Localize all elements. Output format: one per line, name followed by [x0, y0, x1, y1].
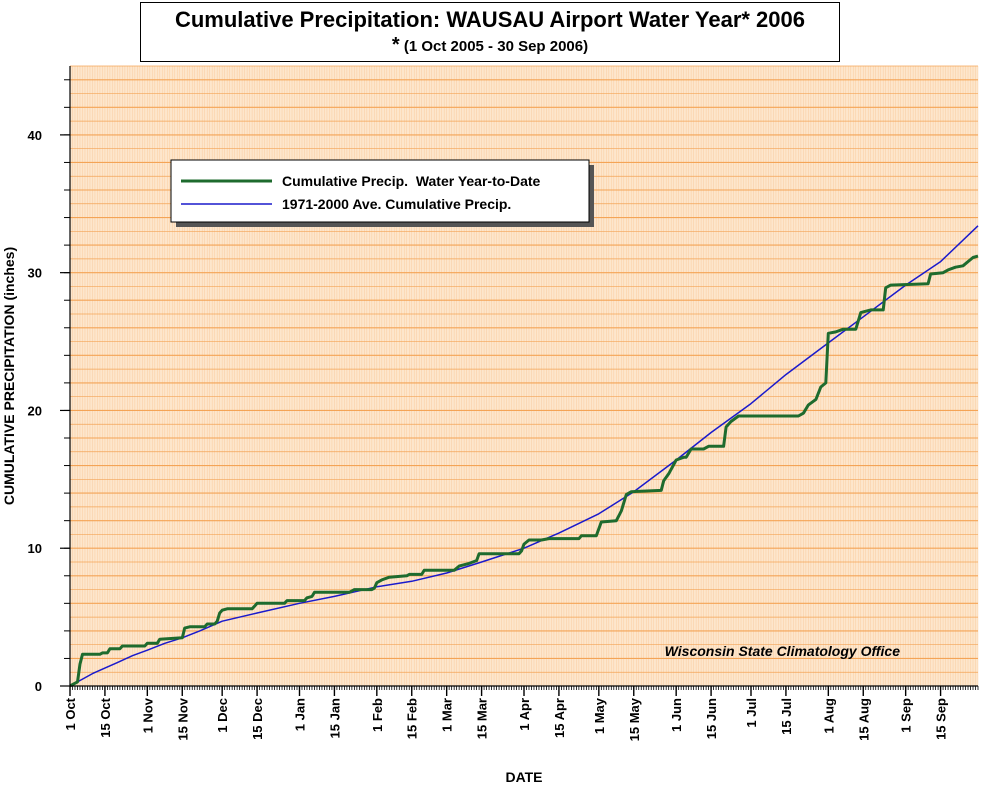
legend-box — [170, 159, 590, 223]
x-tick-label: 1 May — [592, 697, 607, 734]
x-tick-label: 1 Jan — [292, 698, 307, 731]
x-tick-label: 15 Jul — [779, 698, 794, 735]
series-observed-line — [69, 254, 979, 688]
x-tick-label: 15 Apr — [552, 698, 567, 738]
y-tick-label: 20 — [28, 403, 42, 418]
subtitle-text: (1 Oct 2005 - 30 Sep 2006) — [403, 38, 589, 55]
x-tick-label: 15 Aug — [856, 698, 871, 741]
x-tick-label: 1 Feb — [370, 698, 385, 732]
x-tick-label: 1 Mar — [440, 698, 455, 732]
x-tick-label: 15 Sep — [934, 698, 949, 740]
y-tick-label: 40 — [28, 128, 42, 143]
x-axis-title: DATE — [505, 769, 542, 785]
y-tick-label: 0 — [35, 679, 42, 694]
x-tick-label: 15 Jun — [704, 698, 719, 739]
title-box: Cumulative Precipitation: WAUSAU Airport… — [140, 2, 840, 62]
x-tick-label: 15 Nov — [175, 697, 190, 740]
x-tick-label: 15 Oct — [98, 697, 113, 737]
y-tick-label: 10 — [28, 541, 42, 556]
legend: Cumulative Precip. Water Year-to-Date 19… — [170, 159, 594, 227]
x-tick-label: 1 Jun — [669, 698, 684, 732]
x-tick-label: 15 Feb — [405, 698, 420, 739]
y-tick-label: 30 — [28, 266, 42, 281]
x-tick-label: 1 Jul — [744, 698, 759, 728]
series-average-line — [69, 225, 979, 687]
x-tick-label: 1 Dec — [215, 698, 230, 733]
chart-subtitle: * (1 Oct 2005 - 30 Sep 2006) — [141, 34, 839, 58]
chart-title: Cumulative Precipitation: WAUSAU Airport… — [174, 7, 806, 32]
credit-annotation: Wisconsin State Climatology Office — [665, 643, 901, 659]
legend-label-average: 1971-2000 Ave. Cumulative Precip. — [282, 196, 511, 212]
x-tick-label: 15 Dec — [250, 698, 265, 740]
x-tick-label: 1 Nov — [140, 697, 155, 733]
x-tick-label: 15 May — [627, 697, 642, 741]
x-ticks: 1 Oct 15 Oct 1 Nov 15 Nov 1 Dec 15 Dec 1 Jan 15… — [63, 686, 979, 741]
x-tick-label: 15 Mar — [475, 698, 490, 739]
series-lines — [69, 225, 979, 688]
x-tick-label: 1 Oct — [63, 697, 78, 730]
x-tick-label: 1 Apr — [517, 698, 532, 731]
x-tick-label: 1 Aug — [821, 698, 836, 734]
x-tick-label: 1 Sep — [899, 698, 914, 733]
y-ticks: 0 10 20 30 40 — [28, 79, 70, 694]
x-tick-label: 15 Jan — [327, 698, 342, 739]
y-axis-title: CUMULATIVE PRECIPITATION (inches) — [1, 247, 17, 505]
legend-label-observed: Cumulative Precip. Water Year-to-Date — [282, 173, 541, 189]
subtitle-asterisk: * — [391, 34, 400, 56]
